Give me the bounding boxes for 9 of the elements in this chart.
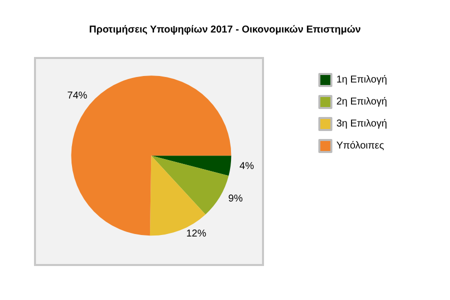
- data-label: 12%: [186, 228, 206, 240]
- data-label: 9%: [228, 193, 243, 204]
- legend-label: 2η Επιλογή: [336, 96, 388, 108]
- data-label: 4%: [240, 160, 254, 172]
- data-label: 74%: [67, 90, 88, 102]
- legend-label: 3η Επιλογή: [336, 118, 388, 130]
- chart-title: Προτιμήσεις Υποψηφίων 2017 - Οικονομικών Επιστημών: [89, 24, 362, 36]
- legend-label: 1η Επιλογή: [336, 74, 388, 86]
- legend-label: Υπόλοιπες: [336, 140, 384, 152]
